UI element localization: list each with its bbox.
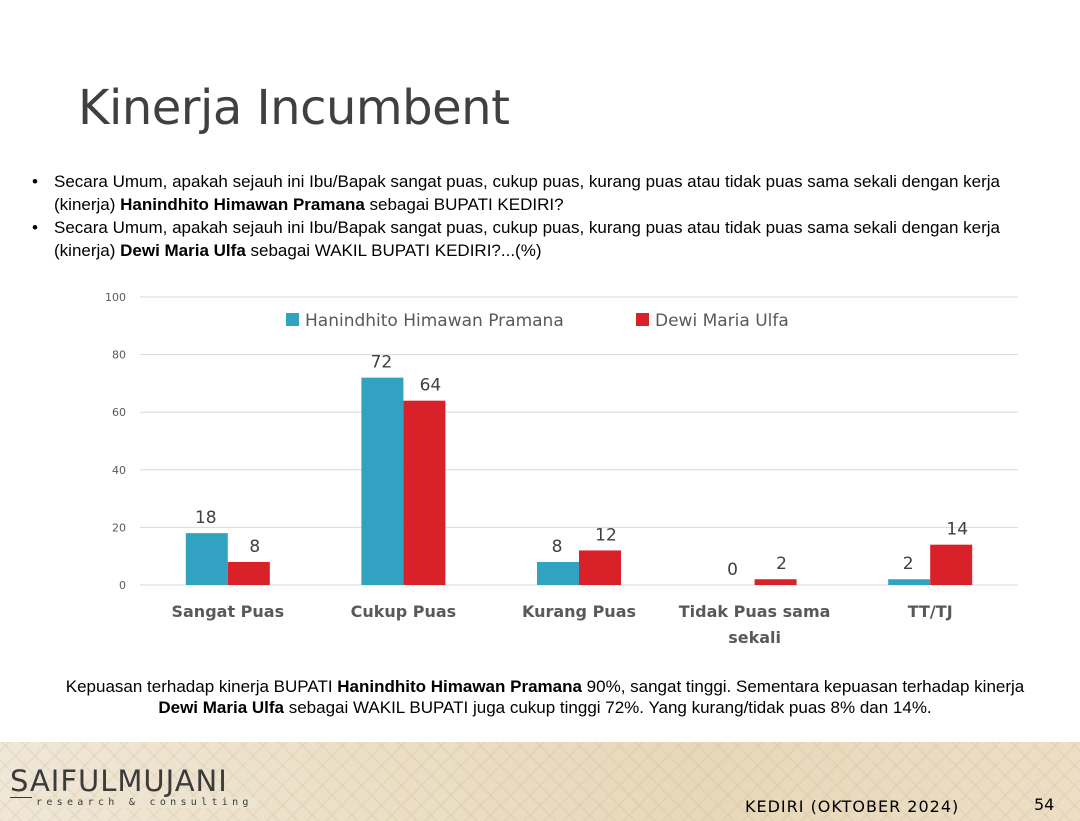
data-label: 8 [552,537,563,557]
company-logo: SAIFULMUJANI [10,764,228,798]
y-tick-label: 60 [112,406,126,419]
conclusion-part: sebagai WAKIL BUPATI juga cukup tinggi 7… [284,698,932,717]
page-number: 54 [1034,795,1055,814]
legend-label: Hanindhito Himawan Pramana [305,311,564,331]
data-label: 2 [776,554,787,574]
y-tick-label: 20 [112,521,126,534]
y-tick-label: 0 [119,579,126,592]
conclusion-part: Kepuasan terhadap kinerja BUPATI [65,677,338,696]
data-label: 2 [903,554,914,574]
y-tick-label: 40 [112,464,126,477]
bar-dewi [930,544,973,585]
conclusion-bold: Dewi Maria Ulfa [158,698,284,717]
bullet-marker: • [32,218,38,237]
bar-hanindhito [185,533,228,585]
conclusion-bold: Hanindhito Himawan Pramana [337,677,582,696]
conclusion-part: 90%, sangat tinggi. Sementara kepuasan t… [581,677,1025,696]
data-label: 72 [371,353,393,373]
legend-swatch [286,313,299,326]
data-label: 8 [249,537,260,557]
bar-dewi [579,550,621,585]
company-logo-subtitle: research & consulting [32,797,257,808]
question-bullet-1: • Secara Umum, apakah sejauh ini Ibu/Bap… [32,170,1012,216]
y-tick-label: 100 [105,291,126,304]
x-tick-label: sekali [728,628,781,647]
question-text: Secara Umum, apakah sejauh ini Ibu/Bapak… [54,218,1000,260]
bar-dewi [227,561,270,585]
bar-dewi [754,579,797,585]
question-text: Secara Umum, apakah sejauh ini Ibu/Bapak… [54,172,1000,214]
x-tick-label: Kurang Puas [522,602,636,621]
x-tick-label: Sangat Puas [171,602,284,621]
bar-dewi [403,400,446,585]
data-label: 64 [420,376,442,396]
x-tick-label: TT/TJ [908,602,953,621]
x-tick-label: Tidak Puas sama [679,602,831,621]
candidate-name: Hanindhito Himawan Pramana [120,195,365,214]
y-tick-label: 80 [112,349,126,362]
question-text-end: sebagai BUPATI KEDIRI? [364,195,564,214]
data-label: 18 [195,508,217,528]
footer-location: KEDIRI (OKTOBER 2024) [745,797,960,816]
conclusion-text: Kepuasan terhadap kinerja BUPATI Hanindh… [60,676,1030,718]
data-label: 0 [727,560,738,580]
bar-hanindhito [888,579,931,585]
question-list: • Secara Umum, apakah sejauh ini Ibu/Bap… [32,170,1012,262]
bullet-marker: • [32,172,38,191]
question-bullet-2: • Secara Umum, apakah sejauh ini Ibu/Bap… [32,216,1012,262]
page-title: Kinerja Incumbent [78,80,510,136]
question-text-end: sebagai WAKIL BUPATI KEDIRI?...(%) [245,241,542,260]
legend-label: Dewi Maria Ulfa [655,311,789,331]
bar-hanindhito [361,377,404,585]
candidate-name: Dewi Maria Ulfa [120,241,246,260]
legend-swatch [636,313,649,326]
x-tick-label: Cukup Puas [351,602,457,621]
data-label: 12 [595,525,617,545]
bar-hanindhito [537,561,579,585]
data-label: 14 [946,520,968,540]
